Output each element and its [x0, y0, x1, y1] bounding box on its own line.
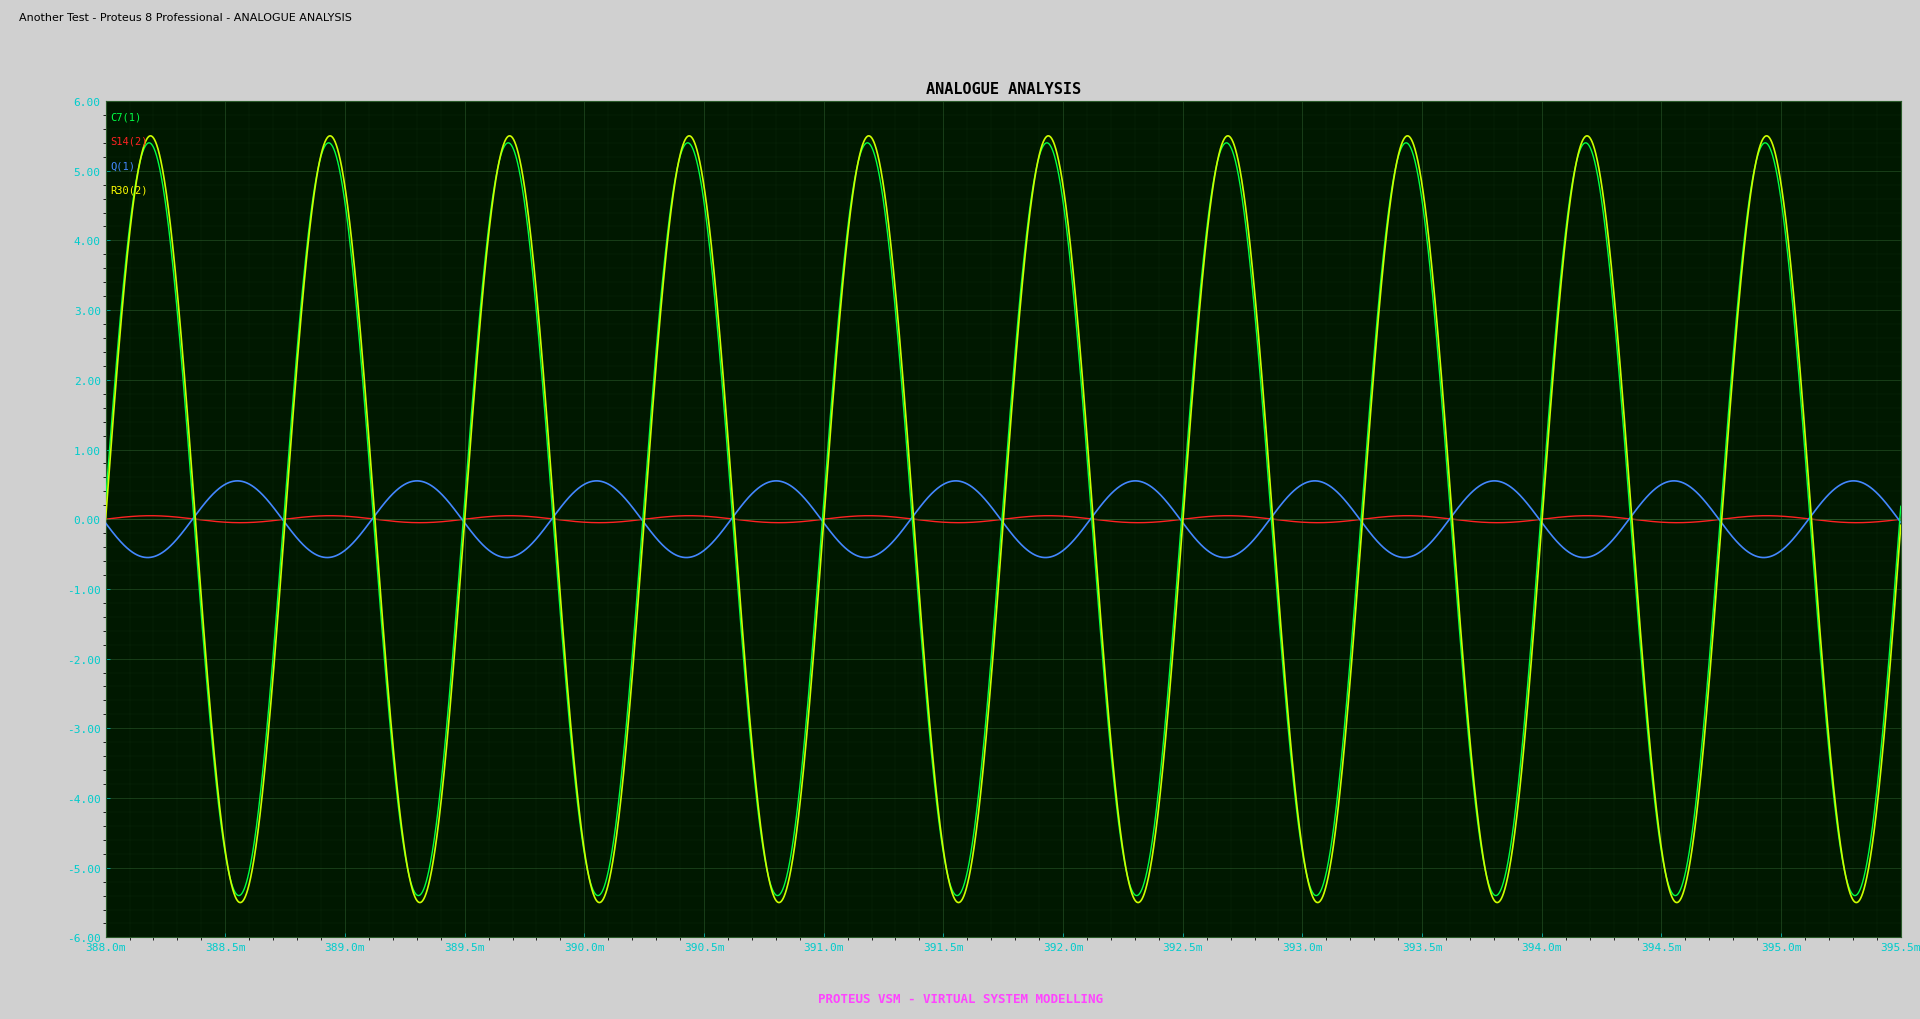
Text: C7(1): C7(1) — [109, 112, 142, 122]
Text: PROTEUS VSM - VIRTUAL SYSTEM MODELLING: PROTEUS VSM - VIRTUAL SYSTEM MODELLING — [818, 993, 1102, 1005]
Text: R30(2): R30(2) — [109, 185, 148, 196]
Text: Q(1): Q(1) — [109, 161, 136, 171]
Text: S14(2): S14(2) — [109, 137, 148, 147]
Text: Another Test - Proteus 8 Professional - ANALOGUE ANALYSIS: Another Test - Proteus 8 Professional - … — [19, 13, 351, 22]
Text: ANALOGUE ANALYSIS: ANALOGUE ANALYSIS — [925, 82, 1081, 97]
